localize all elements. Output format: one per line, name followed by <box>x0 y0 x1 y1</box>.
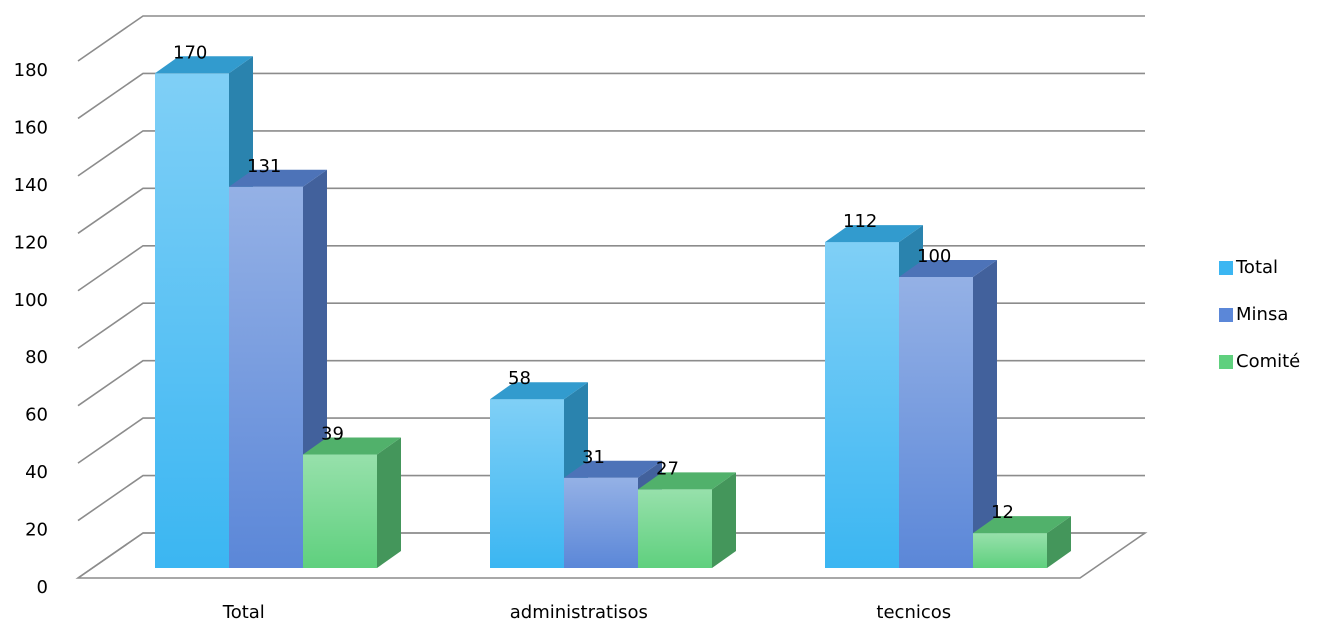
grid-line <box>77 474 1145 522</box>
bar-side <box>712 472 736 568</box>
bar-shine <box>229 186 303 569</box>
bar-shine <box>155 73 229 569</box>
bar-shine <box>564 477 638 568</box>
bar-top <box>303 437 401 455</box>
bar-top <box>899 260 997 277</box>
grid-line <box>77 417 1145 464</box>
grid-line <box>77 532 1145 579</box>
grid-line <box>77 72 1145 120</box>
bar-shine <box>899 277 973 568</box>
bar-shine <box>303 454 377 568</box>
y-tick-label: 40 <box>25 462 48 483</box>
bar-shine <box>638 489 712 568</box>
legend-swatch <box>1219 308 1233 322</box>
x-tick-label: administratisos <box>510 602 648 623</box>
data-label: 12 <box>991 502 1014 523</box>
legend-label: Minsa <box>1236 304 1288 325</box>
bar-top <box>973 516 1071 534</box>
data-label: 27 <box>656 458 679 479</box>
x-tick-label: tecnicos <box>876 602 951 623</box>
y-tick-label: 80 <box>25 347 48 368</box>
y-tick-label: 120 <box>14 232 48 253</box>
legend-label: Total <box>1235 257 1278 278</box>
x-tick-label: Total <box>222 602 265 623</box>
data-label: 112 <box>843 211 877 232</box>
y-tick-label: 60 <box>25 405 48 426</box>
y-tick-label: 140 <box>14 175 48 196</box>
bar-shine <box>973 533 1047 568</box>
bar-top <box>155 56 253 74</box>
legend-swatch <box>1219 355 1233 369</box>
legend-swatch <box>1219 261 1233 275</box>
bar-top <box>490 382 588 400</box>
data-label: 31 <box>582 447 605 468</box>
bar-side <box>973 260 997 568</box>
data-label: 39 <box>321 424 344 445</box>
grid-line <box>77 302 1145 349</box>
y-tick-label: 0 <box>37 577 48 598</box>
data-label: 131 <box>247 156 281 177</box>
bar-top <box>825 225 923 243</box>
y-tick-label: 160 <box>14 117 48 138</box>
grid-line <box>77 15 1145 62</box>
data-label: 100 <box>917 246 951 267</box>
bar-top <box>229 169 327 187</box>
bar-top <box>638 472 736 490</box>
grid-line <box>77 187 1145 234</box>
y-tick-label: 20 <box>25 520 48 541</box>
bar-shine <box>825 242 899 568</box>
y-tick-label: 180 <box>14 60 48 81</box>
bar-side <box>1047 516 1071 568</box>
y-tick-label: 100 <box>14 290 48 311</box>
grid-line <box>77 130 1145 177</box>
bar-side <box>377 437 401 568</box>
bar-shine <box>490 399 564 568</box>
legend-label: Comité <box>1236 351 1300 372</box>
grid-line <box>77 244 1145 292</box>
data-label: 170 <box>173 42 207 63</box>
grid-line <box>77 359 1145 407</box>
data-label: 58 <box>508 368 531 389</box>
bar-top <box>564 460 662 478</box>
